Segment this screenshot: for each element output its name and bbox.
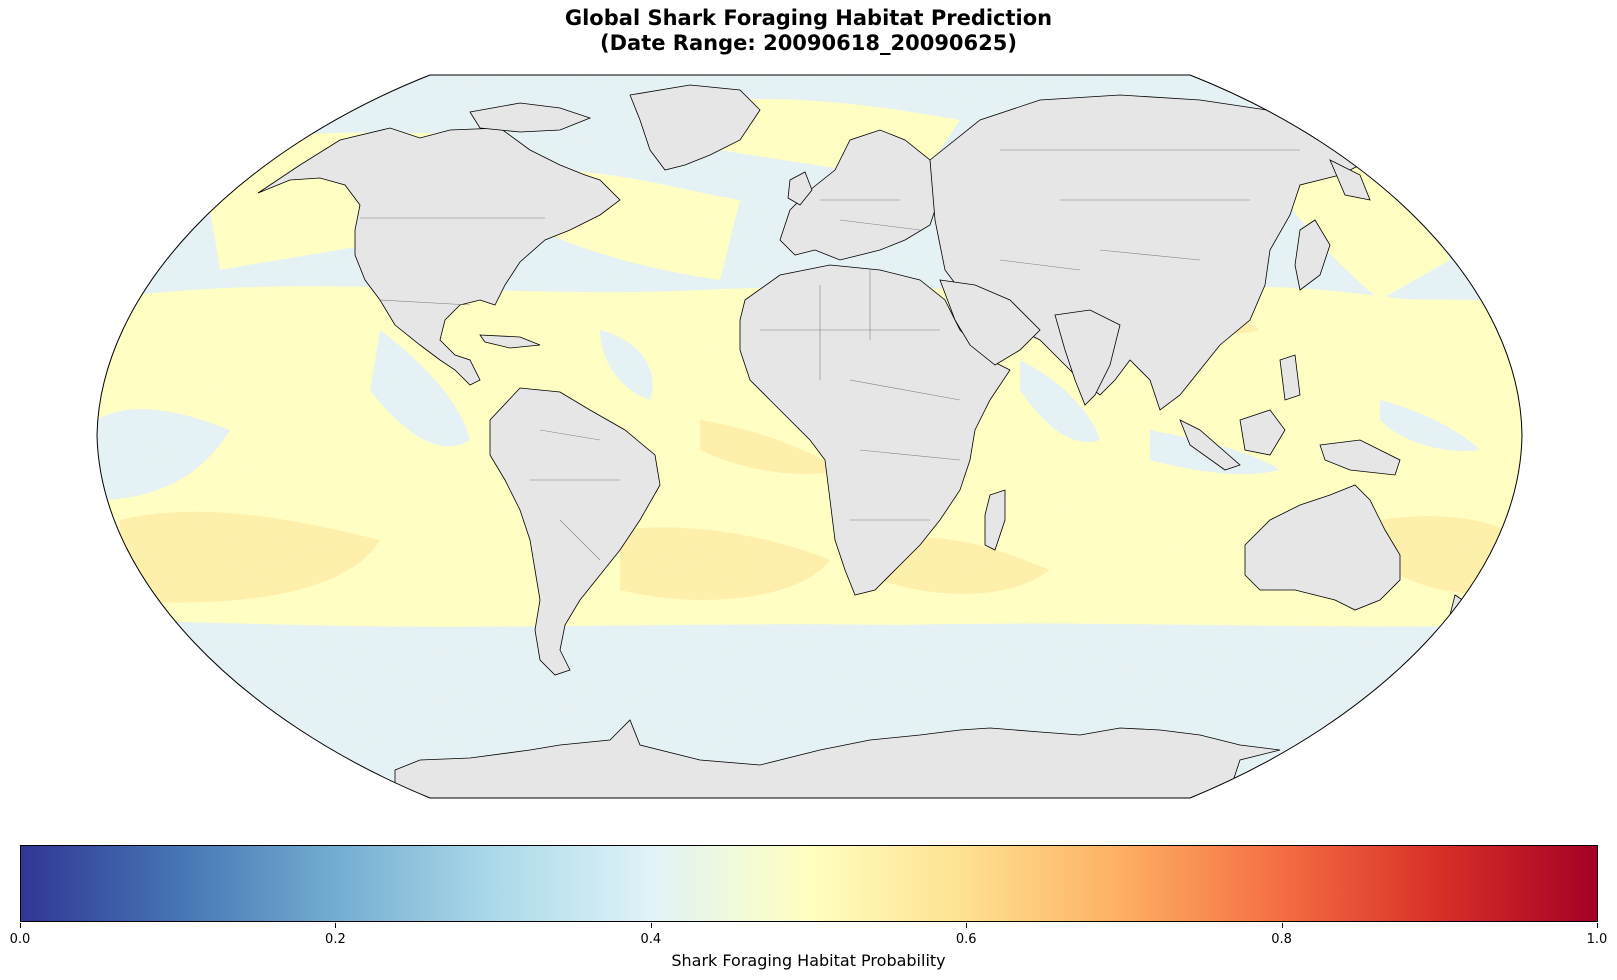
globe-border xyxy=(96,74,1523,799)
colorbar-tick xyxy=(966,923,968,928)
south-america xyxy=(489,387,661,676)
colorbar-tick xyxy=(335,923,337,928)
colorbar-tick-label: 0.8 xyxy=(1271,932,1292,947)
japan xyxy=(1294,219,1331,291)
map-title: Global Shark Foraging Habitat Prediction… xyxy=(0,6,1617,56)
colorbar-tick-label: 0.2 xyxy=(325,932,346,947)
title-line-1: Global Shark Foraging Habitat Prediction xyxy=(564,6,1053,30)
world-map xyxy=(96,74,1523,799)
madagascar xyxy=(984,489,1006,551)
title-line-2: (Date Range: 20090618_20090625) xyxy=(600,31,1017,55)
north-america xyxy=(257,127,621,386)
land-layer xyxy=(257,84,1471,798)
arabia xyxy=(939,279,1041,366)
antarctica xyxy=(394,719,1281,798)
colorbar xyxy=(20,845,1598,922)
borneo xyxy=(1239,409,1286,456)
colorbar-label: Shark Foraging Habitat Probability xyxy=(671,951,946,970)
cuba xyxy=(479,334,541,349)
colorbar-tick-label: 0.4 xyxy=(640,932,662,947)
philippines xyxy=(1279,354,1301,401)
colorbar-tick xyxy=(1597,923,1598,928)
colorbar-tick-label: 0.0 xyxy=(9,932,31,947)
india xyxy=(1054,309,1121,406)
colorbar-tick xyxy=(650,923,652,928)
kamchatka xyxy=(1329,159,1371,201)
arctic-islands xyxy=(469,102,592,133)
greenland xyxy=(629,84,761,171)
colorbar-tick xyxy=(1281,923,1283,928)
new-guinea xyxy=(1319,439,1401,476)
sumatra xyxy=(1179,419,1241,471)
colorbar-tick-label: 0.6 xyxy=(955,932,977,947)
colorbar-tick-label: 1.0 xyxy=(1586,932,1608,947)
country-borders xyxy=(360,149,1300,561)
colorbar-tick xyxy=(20,923,21,928)
uk xyxy=(787,171,813,206)
australia xyxy=(1244,484,1401,611)
africa xyxy=(739,264,1011,596)
